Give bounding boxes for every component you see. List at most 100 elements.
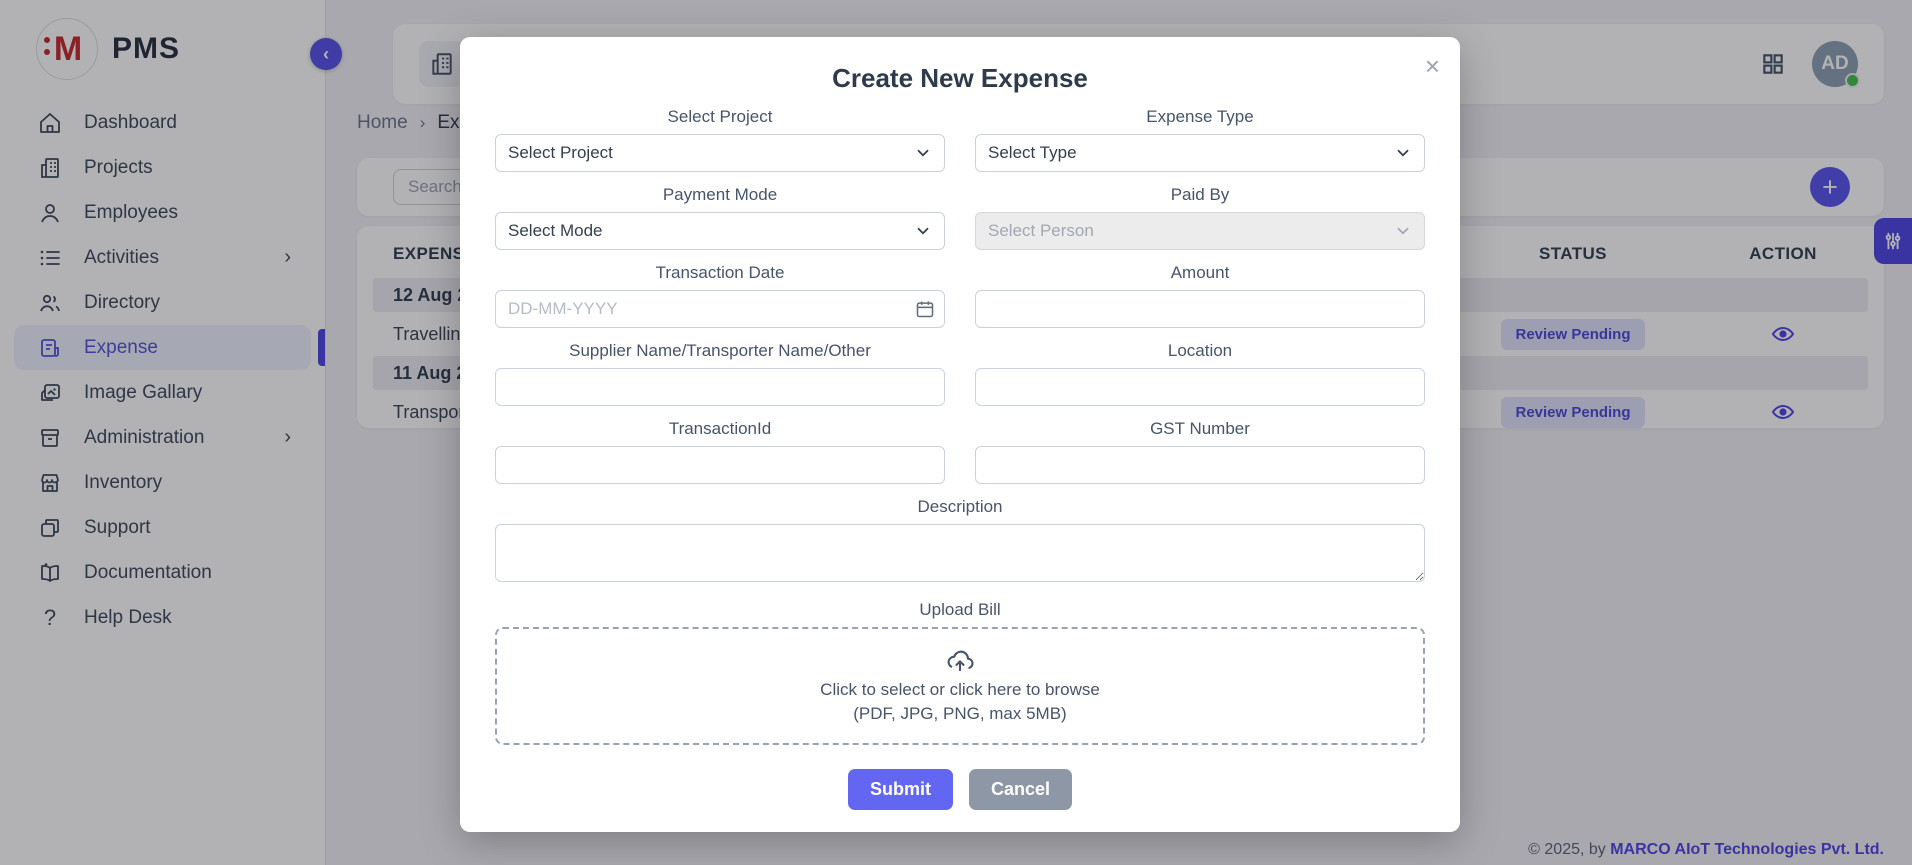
sidebar-item-label: Projects (84, 156, 153, 178)
chevron-down-icon (917, 227, 929, 235)
upload-hint-line2: (PDF, JPG, PNG, max 5MB) (853, 704, 1067, 723)
avatar-initials: AD (1821, 53, 1849, 74)
copy-icon (41, 518, 59, 537)
supplier-name-input[interactable] (495, 368, 945, 406)
sidebar-item-projects[interactable]: Projects (14, 145, 311, 190)
field-label-gst: GST Number (1150, 419, 1250, 438)
people-icon (40, 294, 60, 311)
sidebar-item-label: Directory (84, 291, 161, 313)
sidebar-item-administration[interactable]: Administration › (14, 415, 311, 460)
copyright-text: © 2025, by (1528, 841, 1611, 858)
transaction-date-input[interactable] (495, 290, 945, 328)
chevron-right-icon: › (419, 113, 426, 132)
sidebar-item-label: Documentation (84, 561, 212, 583)
store-icon (41, 473, 59, 492)
sidebar-nav: Dashboard Projects Employees Activities … (0, 100, 325, 640)
field-label-amount: Amount (1170, 263, 1230, 282)
add-expense-button[interactable]: + (1810, 167, 1850, 207)
upload-hint-line1: Click to select or click here to browse (820, 680, 1100, 699)
list-icon (40, 250, 60, 265)
close-icon[interactable]: × (1424, 51, 1440, 81)
table-settings-tab[interactable] (1874, 218, 1912, 264)
app-title: PMS (112, 32, 181, 65)
expense-type-select[interactable]: Select Type (975, 134, 1425, 172)
building-icon (432, 53, 452, 75)
sidebar-item-label: Expense (84, 336, 158, 358)
person-icon (41, 203, 59, 222)
view-eye-icon[interactable] (1771, 322, 1795, 346)
field-label-location: Location (1167, 341, 1233, 360)
logo-m-icon: M (36, 18, 98, 80)
description-textarea[interactable] (495, 524, 1425, 582)
location-input[interactable] (975, 368, 1425, 406)
upload-bill-dropzone[interactable]: Click to select or click here to browse … (495, 627, 1425, 745)
sidebar-item-image-gallary[interactable]: Image Gallary (14, 370, 311, 415)
plus-icon: + (1822, 171, 1838, 202)
column-header-status: STATUS (1539, 244, 1607, 263)
sidebar-item-documentation[interactable]: Documentation (14, 550, 311, 595)
submit-button[interactable]: Submit (847, 769, 953, 810)
cell-expense-type: Transport (393, 401, 470, 422)
field-label-project: Select Project (667, 107, 773, 126)
field-label-transaction-date: Transaction Date (655, 263, 785, 282)
field-label-paid-by: Paid By (1170, 185, 1230, 204)
view-eye-icon[interactable] (1771, 400, 1795, 424)
chevron-down-icon (1397, 227, 1409, 235)
receipt-icon (41, 338, 59, 357)
apps-grid-icon[interactable] (1760, 51, 1786, 77)
online-status-dot (1845, 73, 1860, 88)
amount-input[interactable] (975, 290, 1425, 328)
cancel-button[interactable]: Cancel (968, 769, 1073, 810)
payment-mode-select[interactable]: Select Mode (495, 212, 945, 250)
modal-title: Create New Expense (832, 63, 1088, 93)
sidebar-item-label: Inventory (84, 471, 163, 493)
user-avatar[interactable]: AD (1812, 41, 1860, 88)
organization-button[interactable] (419, 41, 465, 87)
upload-bill-label: Upload Bill (919, 600, 1001, 619)
sidebar-item-employees[interactable]: Employees (14, 190, 311, 235)
chevron-down-icon (1397, 149, 1409, 157)
sliders-icon (1885, 232, 1901, 250)
sidebar-item-label: Image Gallary (84, 381, 203, 403)
footer-copyright: © 2025, by MARCO AIoT Technologies Pvt. … (1528, 841, 1884, 859)
status-badge: Review Pending (1501, 396, 1645, 428)
cell-expense-type: Travelling (393, 323, 471, 344)
collapse-chevron-icon: ‹ (323, 43, 329, 64)
chevron-right-icon: › (284, 426, 291, 448)
column-header-action: ACTION (1749, 244, 1817, 263)
field-label-description: Description (917, 497, 1003, 516)
field-label-supplier: Supplier Name/Transporter Name/Other (569, 341, 871, 360)
sidebar-item-directory[interactable]: Directory (14, 280, 311, 325)
sidebar-item-label: Dashboard (84, 111, 177, 133)
sidebar-item-support[interactable]: Support (14, 505, 311, 550)
sidebar-item-activities[interactable]: Activities › (14, 235, 311, 280)
sidebar-item-inventory[interactable]: Inventory (14, 460, 311, 505)
paid-by-select: Select Person (975, 212, 1425, 250)
sidebar-item-expense[interactable]: Expense (14, 325, 325, 370)
sidebar-item-help-desk[interactable]: ? Help Desk (14, 595, 311, 640)
field-label-transaction-id: TransactionId (668, 419, 772, 438)
question-icon: ? (43, 604, 57, 630)
book-icon (41, 562, 59, 582)
status-badge: Review Pending (1501, 318, 1645, 350)
chevron-down-icon (917, 149, 929, 157)
field-label-payment-mode: Payment Mode (662, 185, 778, 204)
app-logo: M PMS (0, 0, 325, 94)
company-link[interactable]: MARCO AIoT Technologies Pvt. Ltd. (1610, 841, 1884, 858)
sidebar-item-label: Help Desk (84, 606, 172, 628)
archive-icon (41, 428, 59, 447)
sidebar-item-label: Employees (84, 201, 178, 223)
gst-number-input[interactable] (975, 446, 1425, 484)
transaction-id-input[interactable] (495, 446, 945, 484)
breadcrumb-home[interactable]: Home (357, 112, 408, 133)
cloud-upload-icon (947, 650, 974, 672)
table-row: Transport 000 Review Pending (373, 392, 1868, 432)
project-select[interactable]: Select Project (495, 134, 945, 172)
sidebar-item-label: Support (84, 516, 151, 538)
sidebar: M PMS Dashboard Projects Employees Activ… (0, 0, 326, 865)
sidebar-item-label: Administration (84, 426, 205, 448)
sidebar-item-dashboard[interactable]: Dashboard (14, 100, 311, 145)
sidebar-item-label: Activities (84, 246, 159, 268)
sidebar-collapse-button[interactable]: ‹ (310, 38, 342, 70)
building-icon (41, 157, 59, 178)
